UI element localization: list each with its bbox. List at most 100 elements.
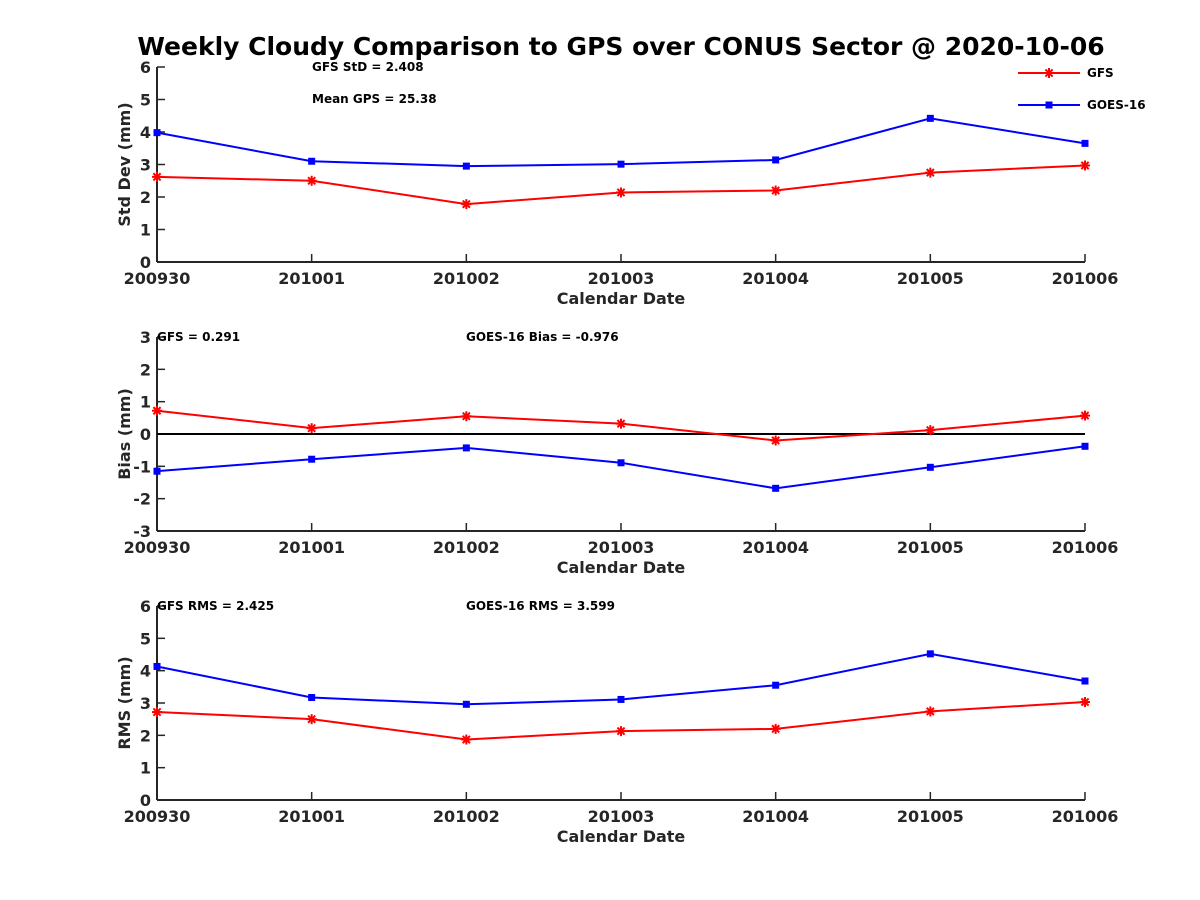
y-tick-label: 6 [140,58,151,77]
data-point-goes-16 [617,695,625,703]
x-tick-label: 201002 [433,269,500,288]
legend-marker [1044,68,1054,78]
data-point-gfs [152,405,162,416]
y-tick-label: -3 [133,522,151,541]
data-point-gfs [770,435,781,446]
y-tick-label: -1 [133,457,151,476]
stat-annotation: GOES-16 Bias = -0.976 [466,330,619,344]
data-point-goes-16 [1081,442,1089,450]
panel-2: -3 -2 -1 0 1 2 3 200930 201001 201002 201003 201004… [115,328,1118,577]
data-point-gfs [925,425,936,436]
chart-title: Weekly Cloudy Comparison to GPS over CON… [137,32,1104,61]
x-tick-label: 201005 [897,807,964,826]
x-tick-label: 200930 [124,538,191,557]
data-point-gfs [1080,697,1090,708]
series-line-goes-16 [156,445,1086,490]
data-point-goes-16 [308,455,316,463]
data-point-gfs [925,167,936,178]
x-tick-label: 201005 [897,269,964,288]
data-point-gfs [616,726,626,737]
x-tick-label: 201005 [897,538,964,557]
stat-annotation: GOES-16 RMS = 3.599 [466,599,615,613]
y-tick-label: 3 [140,156,151,175]
y-tick-label: 2 [140,726,151,745]
data-point-goes-16 [772,484,780,492]
data-point-goes-16 [153,129,161,137]
y-tick-label: 0 [140,425,151,444]
x-axis-label: Calendar Date [557,289,686,308]
data-point-gfs [152,707,162,718]
y-tick-label: 5 [140,91,151,110]
data-point-goes-16 [153,662,161,670]
x-tick-label: 201006 [1052,538,1119,557]
y-tick-label: 1 [140,221,151,240]
data-point-goes-16 [462,444,470,452]
data-point-goes-16 [462,700,470,708]
x-tick-label: 201002 [433,807,500,826]
data-point-gfs [152,171,162,182]
y-tick-label: 4 [140,662,151,681]
x-tick-label: 201001 [278,269,345,288]
data-point-goes-16 [1081,139,1089,147]
legend-entry-gfs: GFS [1018,66,1114,80]
y-tick-label: 4 [140,123,151,142]
x-axis-label: Calendar Date [557,558,686,577]
y-axis-label: Bias (mm) [115,388,134,480]
y-tick-label: 5 [140,629,151,648]
x-tick-label: 201001 [278,807,345,826]
data-point-gfs [925,706,936,717]
y-tick-label: 1 [140,393,151,412]
data-point-goes-16 [926,650,934,658]
x-tick-label: 201003 [588,807,655,826]
stat-annotation: GFS RMS = 2.425 [157,599,274,613]
data-point-goes-16 [926,463,934,471]
panel-3: 0 1 2 3 4 5 6 200930 201001 201002 201003 201004 201… [115,597,1118,846]
legend-marker [1045,101,1053,109]
y-axis-label: Std Dev (mm) [115,102,134,226]
data-point-gfs [461,411,472,422]
data-point-gfs [306,423,317,434]
data-point-gfs [770,723,781,734]
data-point-goes-16 [617,160,625,168]
legend-entry-goes-16: GOES-16 [1018,98,1146,112]
stat-annotation: Mean GPS = 25.38 [312,92,437,106]
x-tick-label: 200930 [124,269,191,288]
x-tick-label: 200930 [124,807,191,826]
data-point-gfs [306,175,317,186]
y-tick-label: 0 [140,253,151,272]
y-tick-label: 2 [140,188,151,207]
legend-label: GFS [1087,66,1114,80]
series-line-goes-16 [156,117,1086,168]
y-tick-label: 3 [140,694,151,713]
data-point-gfs [1080,410,1090,421]
data-point-goes-16 [153,467,161,475]
data-point-goes-16 [772,156,780,164]
data-point-goes-16 [1081,677,1089,685]
data-point-gfs [461,199,472,210]
data-point-gfs [616,418,626,429]
x-tick-label: 201004 [742,269,809,288]
x-tick-label: 201004 [742,807,809,826]
legend: GFS GOES-16 [1018,66,1146,112]
y-tick-label: 2 [140,360,151,379]
x-tick-label: 201003 [588,269,655,288]
stat-annotation: GFS StD = 2.408 [312,60,424,74]
data-point-gfs [461,734,472,745]
x-axis-label: Calendar Date [557,827,686,846]
y-tick-label: 1 [140,759,151,778]
x-tick-label: 201003 [588,538,655,557]
data-point-goes-16 [308,157,316,165]
data-point-gfs [616,187,626,198]
y-tick-label: 6 [140,597,151,616]
y-tick-label: 0 [140,791,151,810]
x-tick-label: 201006 [1052,269,1119,288]
x-tick-label: 201002 [433,538,500,557]
y-tick-label: 3 [140,328,151,347]
stat-annotation: GFS = 0.291 [157,330,240,344]
x-tick-label: 201004 [742,538,809,557]
data-point-goes-16 [308,694,316,702]
series-line-gfs [156,164,1086,206]
x-tick-label: 201006 [1052,807,1119,826]
